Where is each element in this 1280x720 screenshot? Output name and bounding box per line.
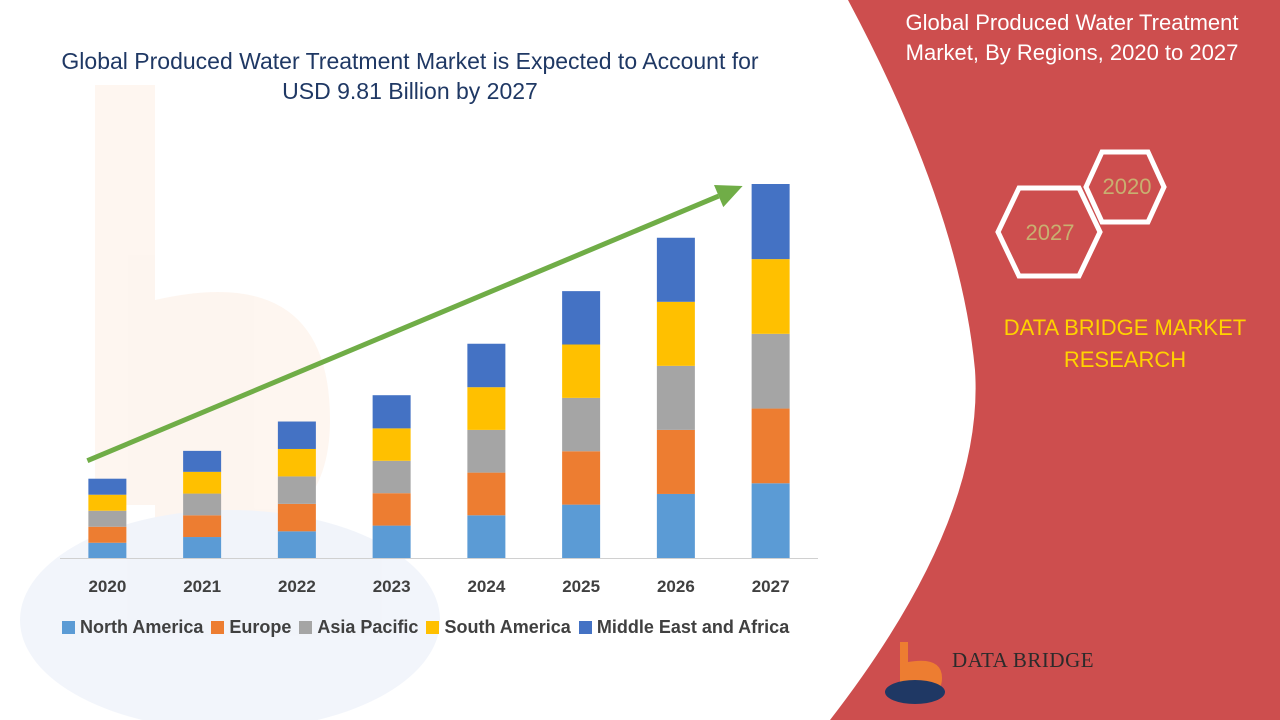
bar-2020-north-america xyxy=(88,542,127,558)
bar-2022-middle-east-and-africa xyxy=(277,421,316,449)
x-tick-2020: 2020 xyxy=(88,577,126,596)
hex-label-2027: 2027 xyxy=(1025,220,1075,245)
legend-swatch xyxy=(299,621,313,634)
legend-label: Asia Pacific xyxy=(317,617,419,637)
bar-2021-asia-pacific xyxy=(183,493,222,516)
hexagon-2020 xyxy=(1083,149,1167,225)
bar-2021-north-america xyxy=(183,537,222,558)
bar-2024-europe xyxy=(467,472,506,516)
legend-item-north-america: North America xyxy=(62,617,203,638)
bar-2022-europe xyxy=(277,503,316,532)
legend-label: North America xyxy=(80,617,204,637)
legend-label: South America xyxy=(444,617,571,637)
legend-item-south-america: South America xyxy=(426,617,571,638)
x-tick-2027: 2027 xyxy=(752,577,790,596)
bar-2025-south-america xyxy=(562,344,601,398)
bar-2022-south-america xyxy=(277,448,316,477)
red-panel xyxy=(830,0,1280,720)
x-tick-2021: 2021 xyxy=(183,577,221,596)
bar-2020-asia-pacific xyxy=(88,510,127,527)
bar-2027-middle-east-and-africa xyxy=(751,184,790,260)
legend-item-europe: Europe xyxy=(211,617,291,638)
chart-legend: North America Europe Asia Pacific South Ame… xyxy=(62,617,797,638)
legend-swatch xyxy=(62,621,75,634)
bar-2023-north-america xyxy=(372,525,411,558)
bar-2020-europe xyxy=(88,526,127,543)
bar-2026-north-america xyxy=(656,493,695,558)
chart-title: Global Produced Water Treatment Market i… xyxy=(61,48,759,104)
x-tick-2024: 2024 xyxy=(467,577,505,596)
bar-2020-middle-east-and-africa xyxy=(88,478,127,495)
trend-arrow xyxy=(86,184,743,464)
x-tick-2022: 2022 xyxy=(278,577,316,596)
x-tick-2025: 2025 xyxy=(562,577,600,596)
bar-2024-north-america xyxy=(467,515,506,558)
legend-label: Europe xyxy=(229,617,292,637)
bar-2027-europe xyxy=(751,408,790,484)
bar-2027-north-america xyxy=(751,483,790,558)
bar-2027-asia-pacific xyxy=(751,333,790,409)
bar-2021-middle-east-and-africa xyxy=(183,450,222,472)
bar-2023-south-america xyxy=(372,428,411,461)
bar-2026-south-america xyxy=(656,301,695,366)
trend-arrow-head xyxy=(714,184,743,208)
bar-2024-middle-east-and-africa xyxy=(467,343,506,388)
legend-label: Middle East and Africa xyxy=(596,617,790,637)
bar-2025-asia-pacific xyxy=(562,397,601,452)
bar-2022-north-america xyxy=(277,531,316,558)
trend-arrow-shaft xyxy=(86,193,720,464)
bar-2025-europe xyxy=(562,451,601,505)
legend-item-asia-pacific: Asia Pacific xyxy=(299,617,418,638)
legend-swatch xyxy=(211,621,225,634)
bar-2023-asia-pacific xyxy=(372,460,411,494)
x-tick-2026: 2026 xyxy=(657,577,695,596)
bar-2026-middle-east-and-africa xyxy=(656,237,695,302)
bar-2021-south-america xyxy=(183,471,222,494)
bar-2025-north-america xyxy=(562,504,601,558)
hex-label-2020: 2020 xyxy=(1102,174,1152,199)
bars-layer xyxy=(88,184,790,558)
legend-item-middle-east-and-africa: Middle East and Africa xyxy=(578,617,790,638)
bar-2024-asia-pacific xyxy=(467,429,506,473)
bar-2023-middle-east-and-africa xyxy=(372,395,411,429)
bar-2025-middle-east-and-africa xyxy=(562,291,601,345)
bar-2026-asia-pacific xyxy=(656,365,695,430)
bar-2023-europe xyxy=(372,493,411,526)
logo-mark xyxy=(885,642,945,704)
bar-2026-europe xyxy=(656,429,695,494)
x-tick-2023: 2023 xyxy=(373,577,411,596)
hexagon-2027 xyxy=(995,185,1103,279)
bar-2021-europe xyxy=(183,515,222,538)
legend-swatch xyxy=(426,621,440,634)
logo-text: DATA BRIDGE xyxy=(952,648,1095,672)
bar-2020-south-america xyxy=(88,494,127,511)
panel-title: Global Produced Water Treatment Market, … xyxy=(905,10,1239,65)
bar-2022-asia-pacific xyxy=(277,476,316,504)
bar-2024-south-america xyxy=(467,387,506,430)
x-tick-labels: 2020 2021 2022 2023 2024 2025 2026 2027 xyxy=(88,577,789,596)
brand-name: DATA BRIDGE MARKET RESEARCH xyxy=(1003,315,1247,372)
legend-swatch xyxy=(578,621,592,634)
bar-2027-south-america xyxy=(751,259,790,334)
